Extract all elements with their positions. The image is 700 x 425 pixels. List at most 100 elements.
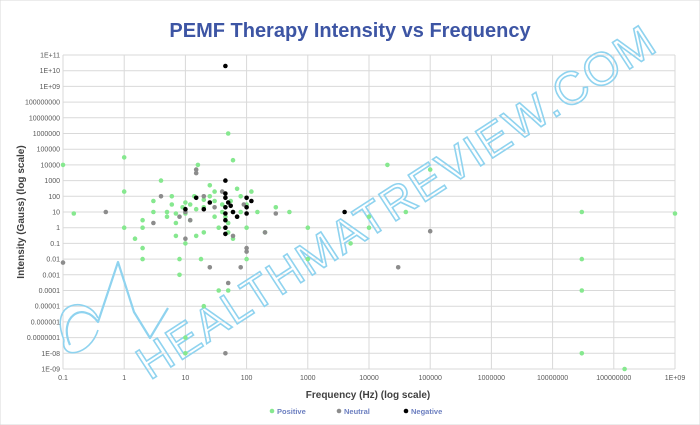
point-positive [121,155,127,160]
point-negative [207,200,213,205]
point-positive [121,189,127,194]
x-tick-label: 10000000 [537,375,568,382]
legend: Positive Neutral Negative [269,407,442,416]
point-negative [223,63,228,69]
point-positive [305,225,311,230]
point-positive [216,225,221,230]
point-negative [223,191,228,196]
point-neutral [223,351,228,356]
point-negative [183,206,188,212]
point-positive [193,233,199,239]
point-positive [579,209,585,215]
y-tick-label: 1 [56,225,60,232]
point-neutral [230,233,236,239]
point-positive [219,202,225,207]
point-positive [249,189,254,194]
point-positive [173,233,179,239]
legend-marker-positive [269,408,275,414]
point-negative [244,195,249,201]
point-positive [244,256,249,262]
y-tick-label: 1000000 [33,131,60,138]
y-tick-label: 1E-09 [41,367,60,374]
point-positive [140,217,145,223]
point-positive [183,335,188,340]
point-positive [385,162,390,168]
legend-marker-neutral [336,408,342,414]
point-neutral [395,265,401,270]
grid [62,54,676,370]
point-neutral [244,249,249,254]
y-tick-label: 0.1 [50,241,60,248]
x-tick-label: 1 [122,375,126,382]
point-positive [622,366,627,372]
heartbeat-watermark-icon [65,260,169,346]
point-positive [223,214,228,219]
point-neutral [201,194,207,199]
point-positive [140,225,145,230]
point-positive [225,220,231,226]
y-tick-label: 0.00001 [35,304,60,311]
point-positive [230,157,236,163]
point-positive [207,183,213,188]
point-positive [183,200,188,205]
y-tick-label: 0.000001 [31,319,60,326]
point-negative [223,231,228,237]
y-tick-label: 10 [52,210,60,217]
point-neutral [183,236,188,241]
point-neutral [193,167,199,172]
point-negative [342,209,347,215]
point-positive [255,209,260,215]
point-positive [132,236,138,241]
point-positive [71,211,77,216]
x-tick-label: 100000 [419,375,442,382]
point-positive [183,241,188,246]
point-neutral [244,245,249,251]
x-tick-label: 10 [182,375,190,382]
point-positive [169,202,175,207]
point-positive [212,198,217,204]
point-neutral [212,205,217,210]
point-positive [212,189,217,194]
point-neutral [262,230,268,235]
point-positive [193,206,199,212]
point-positive [140,256,145,262]
point-neutral [187,217,193,223]
point-positive [201,230,207,235]
point-positive [238,209,243,215]
point-neutral [241,202,247,207]
y-tick-label: 1E-08 [41,351,60,358]
point-positive [173,211,179,216]
point-positive [151,198,156,204]
x-tick-label: 0.1 [58,375,68,382]
point-positive [366,214,372,219]
point-positive [151,209,156,215]
point-positive [225,288,231,293]
legend-marker-negative [403,408,409,414]
point-negative [230,209,236,215]
point-positive [287,209,292,215]
legend-label-neutral: Neutral [344,407,370,416]
point-neutral [207,265,213,270]
point-positive [672,211,678,216]
point-positive [187,202,193,207]
point-negative [244,211,249,216]
point-positive [244,225,249,230]
point-negative [225,200,231,205]
x-tick-label: 1000 [300,375,316,382]
point-positive [158,178,164,183]
y-tick-label: 100 [48,194,60,201]
point-negative [223,178,228,183]
point-neutral [151,220,156,226]
point-positive [234,186,240,192]
point-positive [212,214,217,219]
point-negative [223,205,228,210]
point-positive [201,303,207,309]
data-points [60,63,678,372]
point-positive [366,225,372,230]
y-tick-label: 1000 [44,178,60,185]
point-negative [201,206,207,212]
point-negative [244,205,249,210]
point-positive [403,209,409,215]
y-tick-label: 1E+09 [40,84,61,91]
point-negative [223,225,228,230]
